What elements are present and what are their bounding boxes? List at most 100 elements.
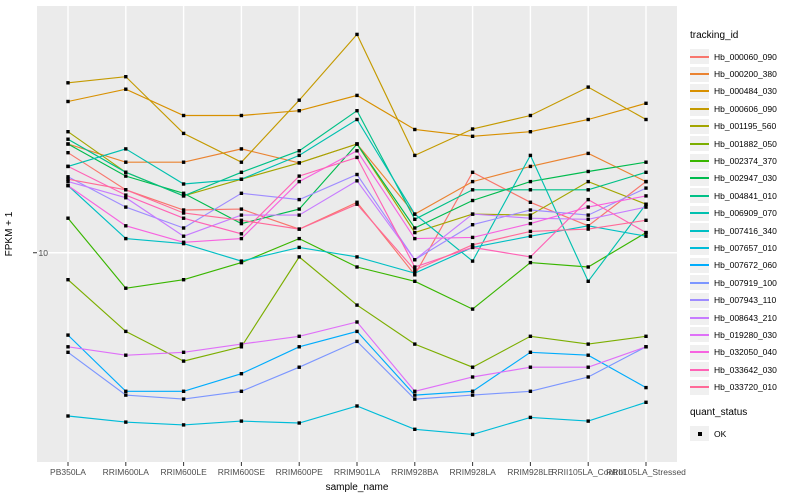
data-point (355, 303, 359, 307)
data-point (239, 177, 244, 181)
data-point (66, 130, 70, 134)
data-point (239, 389, 244, 393)
legend-swatch (690, 327, 709, 343)
data-point (239, 191, 244, 195)
data-point (470, 179, 475, 184)
data-point (644, 400, 648, 404)
data-point (644, 205, 648, 209)
data-point (66, 142, 70, 146)
x-tick-label: RRIM901LA (334, 467, 381, 477)
x-tick-label: RRIM928LA (449, 467, 496, 477)
data-point (124, 393, 128, 397)
legend-swatch (690, 292, 709, 308)
data-point (528, 365, 533, 369)
x-tick-label: RRIM928BA (391, 467, 439, 477)
data-point (644, 194, 648, 198)
data-point (528, 200, 533, 204)
data-point (181, 131, 186, 136)
data-point (586, 279, 590, 283)
data-point (644, 385, 648, 390)
data-point (413, 127, 417, 132)
legend-item: Hb_033642_030 (690, 361, 800, 378)
data-point (66, 99, 70, 104)
data-point (66, 179, 70, 184)
data-point (124, 196, 128, 200)
data-point (470, 188, 475, 192)
legend-item: Hb_002374_370 (690, 152, 800, 169)
data-point (66, 350, 70, 354)
data-point (66, 175, 70, 179)
data-point (297, 179, 301, 184)
data-point (413, 279, 417, 283)
legend-label: Hb_000606_090 (714, 103, 777, 114)
data-point (124, 174, 128, 178)
data-point (586, 85, 590, 89)
legend-item: Hb_002947_030 (690, 170, 800, 187)
data-point (470, 245, 475, 250)
data-point (124, 329, 128, 334)
legend-label: Hb_000200_380 (714, 69, 777, 80)
data-point (528, 260, 533, 265)
legend-label: Hb_008643_210 (714, 312, 777, 323)
legend-label: Hb_033720_010 (714, 382, 777, 393)
x-tick-labels: PB350LA RRIM600LA RRIM600LE RRIM600SE RRIM60… (50, 467, 686, 477)
legend-swatch (690, 49, 709, 65)
data-point (239, 218, 244, 222)
data-point (355, 179, 359, 183)
legend-swatch (690, 275, 709, 291)
data-point (181, 160, 186, 164)
data-point (297, 213, 301, 217)
legend-title-tracking: tracking_id (690, 30, 739, 41)
data-point (66, 216, 70, 220)
legend-swatch (690, 257, 709, 273)
legend-swatch (690, 205, 709, 221)
data-point (66, 278, 70, 282)
legend-item: Hb_033720_010 (690, 378, 800, 395)
data-point (66, 137, 70, 141)
data-point (355, 32, 359, 37)
data-point (181, 216, 186, 220)
data-point (297, 98, 301, 102)
data-point (413, 268, 417, 272)
data-point (124, 75, 128, 79)
data-point (470, 212, 475, 216)
data-point (586, 419, 590, 423)
legend-label: OK (714, 428, 727, 439)
data-point (355, 404, 359, 408)
data-point (355, 172, 359, 177)
data-point (124, 147, 128, 151)
legend-item: Hb_019280_030 (690, 326, 800, 343)
data-point (644, 101, 648, 105)
data-point (586, 179, 590, 184)
data-point (181, 226, 186, 230)
data-point (470, 432, 475, 437)
data-point (124, 224, 128, 228)
data-point (181, 208, 186, 212)
data-point (239, 236, 244, 241)
legend-label: Hb_001882_050 (714, 138, 777, 149)
data-point (413, 271, 417, 275)
data-point (181, 211, 186, 215)
data-point (181, 194, 186, 198)
legend-label: Hb_033642_030 (714, 364, 777, 375)
data-point (355, 329, 359, 334)
data-point (66, 177, 70, 181)
legend-label: Hb_007416_340 (714, 225, 777, 236)
data-point (528, 113, 533, 118)
data-point (239, 342, 244, 346)
legend-item: Hb_008643_210 (690, 309, 800, 326)
data-point (297, 174, 301, 178)
data-point (586, 353, 590, 357)
data-point (470, 134, 475, 138)
data-point (586, 197, 590, 202)
legend-item: Hb_000606_090 (690, 100, 800, 117)
x-axis-title: sample_name (326, 482, 389, 493)
data-point (470, 393, 475, 397)
legend-item: Hb_007943_110 (690, 291, 800, 308)
data-point (413, 342, 417, 346)
data-point (413, 226, 417, 230)
data-point (528, 213, 533, 217)
data-point (586, 213, 590, 217)
data-point (413, 389, 417, 393)
